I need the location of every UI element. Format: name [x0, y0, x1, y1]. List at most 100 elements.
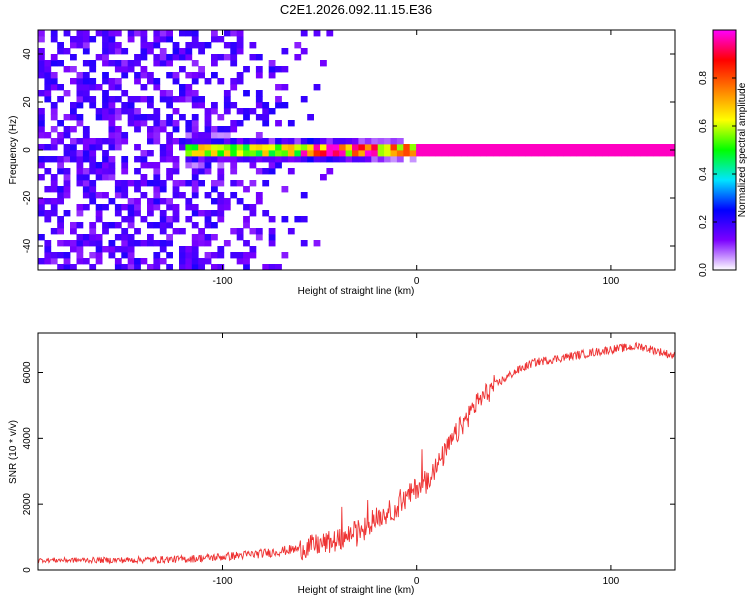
heatmap-cell: [185, 90, 193, 97]
heatmap-cell: [185, 120, 193, 127]
heatmap-cell: [230, 138, 238, 145]
heatmap-cell: [50, 36, 58, 43]
heatmap-cell: [70, 156, 77, 163]
heatmap-cell: [275, 150, 282, 157]
heatmap-cell: [50, 108, 58, 115]
heatmap-cell: [217, 180, 225, 187]
heatmap-cell: [63, 264, 71, 270]
heatmap-cell: [57, 132, 64, 139]
heatmap-cell: [153, 54, 161, 61]
x-tick-label: 100: [603, 576, 620, 587]
heatmap-cell: [38, 114, 45, 121]
heatmap-cell: [294, 150, 302, 157]
heatmap-cell: [179, 90, 186, 97]
heatmap-cell: [95, 138, 103, 145]
x-tick-label: -100: [212, 576, 232, 587]
heatmap-cell: [82, 36, 90, 43]
heatmap-cell: [147, 42, 154, 49]
heatmap-cell: [243, 108, 250, 115]
heatmap-cell: [223, 138, 231, 145]
heatmap-cell: [236, 144, 244, 151]
heatmap-cell: [300, 138, 308, 145]
y-tick-label: 40: [22, 48, 33, 60]
heatmap-cell: [672, 144, 675, 151]
colorbar-scale: [713, 30, 736, 270]
heatmap-cell: [121, 216, 129, 223]
heatmap-cell: [595, 144, 603, 151]
heatmap-cell: [114, 264, 122, 270]
heatmap-cell: [255, 234, 263, 241]
heatmap-cell: [57, 162, 64, 169]
heatmap-cell: [134, 168, 141, 175]
heatmap-cell: [114, 180, 122, 187]
heatmap-cell: [467, 144, 475, 151]
heatmap-cell: [114, 234, 122, 241]
heatmap-cell: [134, 144, 141, 151]
heatmap-cell: [153, 168, 161, 175]
colorbar-tick-label: 0.0: [698, 263, 709, 277]
heatmap-cell: [63, 132, 71, 139]
heatmap-cell: [108, 114, 116, 121]
heatmap-cell: [294, 156, 302, 163]
heatmap-cell: [70, 36, 77, 43]
heatmap-cell: [461, 144, 468, 151]
heatmap-cell: [236, 42, 244, 49]
heatmap-cell: [70, 42, 77, 49]
heatmap-cell: [76, 168, 84, 175]
heatmap-cell: [108, 162, 116, 169]
heatmap-cell: [134, 210, 141, 217]
heatmap-cell: [345, 156, 353, 163]
heatmap-cell: [249, 162, 257, 169]
heatmap-cell: [243, 144, 250, 151]
heatmap-cell: [268, 60, 276, 67]
heatmap-cell: [121, 132, 129, 139]
heatmap-cell: [38, 198, 45, 205]
heatmap-cell: [50, 174, 58, 181]
heatmap-cell: [147, 204, 154, 211]
heatmap-cell: [230, 150, 238, 157]
heatmap-cell: [127, 216, 135, 223]
heatmap-cell: [557, 150, 564, 157]
spectrogram-cells: [38, 30, 675, 270]
heatmap-cell: [76, 150, 84, 157]
heatmap-cell: [204, 210, 212, 217]
heatmap-cell: [307, 138, 314, 145]
heatmap-cell: [82, 84, 90, 91]
heatmap-cell: [95, 174, 103, 181]
heatmap-cell: [185, 180, 193, 187]
heatmap-cell: [255, 156, 263, 163]
heatmap-cell: [140, 96, 148, 103]
heatmap-cell: [249, 252, 257, 259]
heatmap-cell: [223, 126, 231, 133]
heatmap-cell: [127, 246, 135, 253]
heatmap-cell: [185, 30, 193, 37]
heatmap-cell: [185, 54, 193, 61]
heatmap-cell: [70, 228, 77, 235]
heatmap-cell: [204, 216, 212, 223]
heatmap-cell: [108, 174, 116, 181]
heatmap-cell: [185, 96, 193, 103]
heatmap-cell: [448, 144, 455, 151]
heatmap-cell: [191, 174, 199, 181]
heatmap-cell: [525, 144, 532, 151]
heatmap-cell: [281, 84, 289, 91]
heatmap-cell: [172, 54, 180, 61]
heatmap-cell: [262, 138, 270, 145]
heatmap-cell: [108, 144, 116, 151]
heatmap-cell: [121, 90, 129, 97]
heatmap-cell: [38, 66, 45, 73]
heatmap-cell: [95, 216, 103, 223]
heatmap-cell: [268, 156, 276, 163]
heatmap-cell: [236, 228, 244, 235]
heatmap-cell: [127, 108, 135, 115]
heatmap-cell: [198, 210, 205, 217]
heatmap-cell: [102, 114, 109, 121]
heatmap-cell: [185, 156, 193, 163]
heatmap-cell: [230, 84, 238, 91]
heatmap-cell: [114, 78, 122, 85]
heatmap-cell: [198, 264, 205, 270]
heatmap-cell: [153, 180, 161, 187]
spectrogram-y-label: Frequency (Hz): [8, 116, 19, 185]
heatmap-cell: [140, 240, 148, 247]
heatmap-cell: [50, 30, 58, 37]
